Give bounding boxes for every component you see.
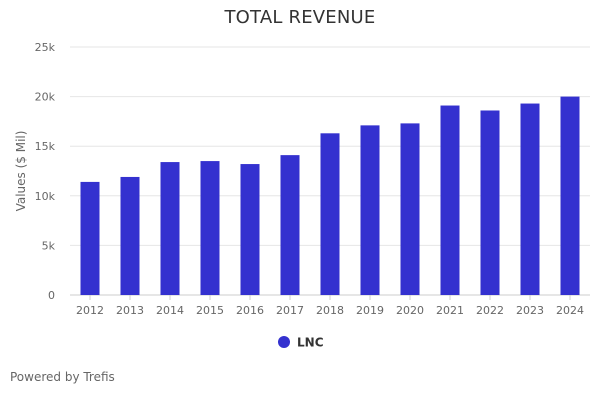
legend-label-lnc: LNC xyxy=(297,336,324,350)
x-tick-label: 2014 xyxy=(156,304,184,317)
x-tick-label: 2024 xyxy=(556,304,584,317)
bar-2014 xyxy=(160,162,180,295)
x-tick-label: 2013 xyxy=(116,304,144,317)
x-tick-label: 2018 xyxy=(316,304,344,317)
bar-2018 xyxy=(320,133,340,295)
bar-2022 xyxy=(480,110,500,295)
bar-2023 xyxy=(520,103,540,295)
bar-2021 xyxy=(440,105,460,295)
y-tick-label: 10k xyxy=(35,190,56,203)
y-axis-title: Values ($ Mil) xyxy=(14,131,28,212)
x-tick-label: 2019 xyxy=(356,304,384,317)
bar-2012 xyxy=(80,181,100,295)
y-tick-label: 20k xyxy=(35,91,56,104)
bar-2020 xyxy=(400,123,420,295)
bar-2016 xyxy=(240,164,260,295)
x-tick-label: 2023 xyxy=(516,304,544,317)
y-tick-label: 25k xyxy=(35,41,56,54)
bar-2024 xyxy=(560,96,580,295)
bar-2019 xyxy=(360,125,380,295)
bar-2013 xyxy=(120,176,140,295)
y-tick-label: 5k xyxy=(42,239,56,252)
x-tick-label: 2021 xyxy=(436,304,464,317)
bar-2015 xyxy=(200,161,220,295)
x-tick-label: 2022 xyxy=(476,304,504,317)
chart-title: TOTAL REVENUE xyxy=(224,7,376,28)
x-tick-label: 2020 xyxy=(396,304,424,317)
x-tick-label: 2012 xyxy=(76,304,104,317)
x-tick-label: 2016 xyxy=(236,304,264,317)
powered-by-footer: Powered by Trefis xyxy=(10,370,115,384)
y-tick-label: 0 xyxy=(48,289,55,302)
legend-marker-lnc xyxy=(278,336,290,348)
x-tick-label: 2017 xyxy=(276,304,304,317)
y-tick-label: 15k xyxy=(35,140,56,153)
x-tick-label: 2015 xyxy=(196,304,224,317)
bar-2017 xyxy=(280,155,300,295)
